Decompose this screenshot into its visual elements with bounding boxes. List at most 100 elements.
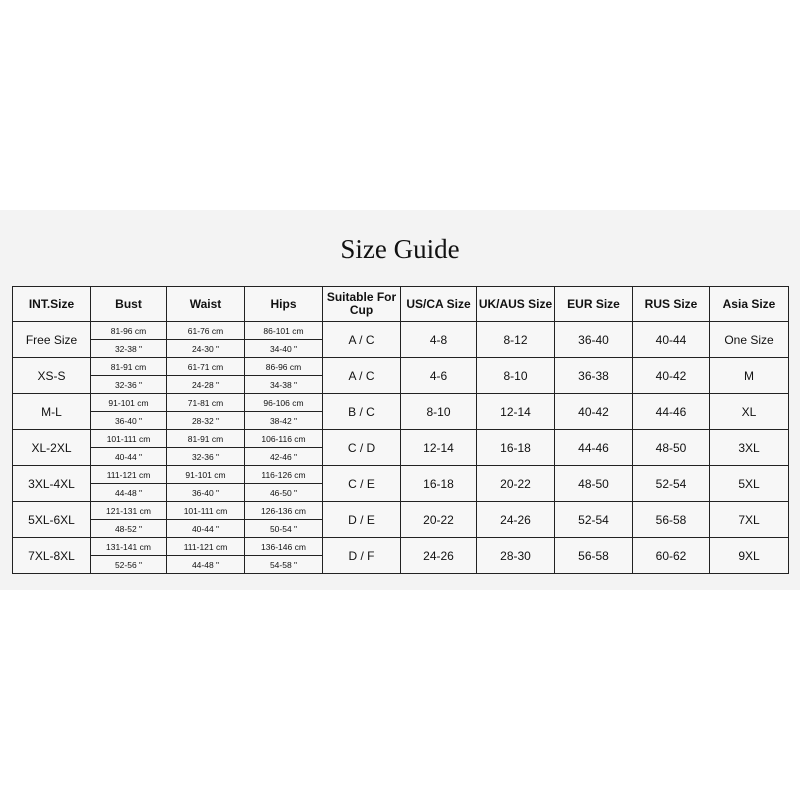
rus-size-cell: 40-44 — [632, 321, 710, 358]
cup-cell: D / E — [322, 501, 401, 538]
int-size-cell: Free Size — [12, 321, 91, 358]
hips-cm-cell: 106-116 cm — [244, 429, 323, 448]
waist-cm-cell: 91-101 cm — [166, 465, 245, 484]
table-row: 7XL-8XL 131-141 cm 111-121 cm 136-146 cm D /… — [12, 537, 789, 574]
us-size-cell: 4-8 — [400, 321, 477, 358]
uk-size-cell: 20-22 — [476, 465, 555, 502]
hips-in-cell: 50-54 " — [244, 519, 323, 538]
table-row-inches: 52-56 " 44-48 " 54-58 " — [13, 555, 789, 574]
hips-in-cell: 38-42 " — [244, 411, 323, 430]
hips-in-cell: 46-50 " — [244, 483, 323, 502]
header-row: INT.Size Bust Waist Hips Suitable For Cup US/… — [12, 286, 789, 322]
bust-cm-cell: 101-111 cm — [90, 429, 167, 448]
bust-cm-cell: 111-121 cm — [90, 465, 167, 484]
uk-size-cell: 12-14 — [476, 393, 555, 430]
bust-in-cell: 40-44 " — [90, 447, 167, 466]
eur-size-cell: 48-50 — [554, 465, 633, 502]
rus-size-cell: 44-46 — [632, 393, 710, 430]
waist-in-cell: 36-40 " — [166, 483, 245, 502]
bust-cm-cell: 81-91 cm — [90, 357, 167, 376]
waist-cm-cell: 71-81 cm — [166, 393, 245, 412]
hips-cm-cell: 86-101 cm — [244, 321, 323, 340]
uk-size-cell: 28-30 — [476, 537, 555, 574]
bust-in-cell: 44-48 " — [90, 483, 167, 502]
eur-size-cell: 36-38 — [554, 357, 633, 394]
asia-size-cell: 7XL — [709, 501, 789, 538]
eur-size-cell: 36-40 — [554, 321, 633, 358]
table-row-inches: 44-48 " 36-40 " 46-50 " — [13, 483, 789, 502]
table-row: XS-S 81-91 cm 61-71 cm 86-96 cm A / C 4-6 8-10… — [12, 357, 789, 394]
us-size-cell: 20-22 — [400, 501, 477, 538]
int-size-cell: M-L — [12, 393, 91, 430]
cup-cell: C / E — [322, 465, 401, 502]
table-row-inches: 32-38 " 24-30 " 34-40 " — [13, 339, 789, 358]
cup-cell: C / D — [322, 429, 401, 466]
uk-size-cell: 24-26 — [476, 501, 555, 538]
int-size-cell: XL-2XL — [12, 429, 91, 466]
asia-size-cell: XL — [709, 393, 789, 430]
hips-cm-cell: 96-106 cm — [244, 393, 323, 412]
hips-in-cell: 54-58 " — [244, 555, 323, 574]
hips-cm-cell: 126-136 cm — [244, 501, 323, 520]
uk-size-cell: 8-10 — [476, 357, 555, 394]
asia-size-cell: 5XL — [709, 465, 789, 502]
waist-cm-cell: 111-121 cm — [166, 537, 245, 556]
waist-in-cell: 28-32 " — [166, 411, 245, 430]
asia-size-cell: M — [709, 357, 789, 394]
waist-cm-cell: 101-111 cm — [166, 501, 245, 520]
hips-cm-cell: 136-146 cm — [244, 537, 323, 556]
cup-cell: A / C — [322, 321, 401, 358]
bust-in-cell: 52-56 " — [90, 555, 167, 574]
column-header: EUR Size — [554, 286, 633, 322]
rus-size-cell: 56-58 — [632, 501, 710, 538]
uk-size-cell: 8-12 — [476, 321, 555, 358]
waist-in-cell: 32-36 " — [166, 447, 245, 466]
us-size-cell: 12-14 — [400, 429, 477, 466]
us-size-cell: 8-10 — [400, 393, 477, 430]
uk-size-cell: 16-18 — [476, 429, 555, 466]
eur-size-cell: 44-46 — [554, 429, 633, 466]
bust-in-cell: 32-36 " — [90, 375, 167, 394]
waist-cm-cell: 61-76 cm — [166, 321, 245, 340]
cup-cell: A / C — [322, 357, 401, 394]
bust-cm-cell: 81-96 cm — [90, 321, 167, 340]
us-size-cell: 4-6 — [400, 357, 477, 394]
rus-size-cell: 52-54 — [632, 465, 710, 502]
table-row-inches: 36-40 " 28-32 " 38-42 " — [13, 411, 789, 430]
column-header: Waist — [166, 286, 245, 322]
table-row: 5XL-6XL 121-131 cm 101-111 cm 126-136 cm D /… — [12, 501, 789, 538]
column-header: Suitable For Cup — [322, 286, 401, 322]
rus-size-cell: 48-50 — [632, 429, 710, 466]
bust-cm-cell: 91-101 cm — [90, 393, 167, 412]
column-header: Hips — [244, 286, 323, 322]
rus-size-cell: 60-62 — [632, 537, 710, 574]
size-table: INT.Size Bust Waist Hips Suitable For Cup US/… — [12, 286, 789, 574]
waist-in-cell: 40-44 " — [166, 519, 245, 538]
asia-size-cell: One Size — [709, 321, 789, 358]
waist-cm-cell: 81-91 cm — [166, 429, 245, 448]
int-size-cell: 3XL-4XL — [12, 465, 91, 502]
eur-size-cell: 40-42 — [554, 393, 633, 430]
eur-size-cell: 56-58 — [554, 537, 633, 574]
table-row: 3XL-4XL 111-121 cm 91-101 cm 116-126 cm C / … — [12, 465, 789, 502]
column-header: RUS Size — [632, 286, 710, 322]
cup-cell: D / F — [322, 537, 401, 574]
column-header: US/CA Size — [400, 286, 477, 322]
int-size-cell: 5XL-6XL — [12, 501, 91, 538]
bust-in-cell: 32-38 " — [90, 339, 167, 358]
rus-size-cell: 40-42 — [632, 357, 710, 394]
eur-size-cell: 52-54 — [554, 501, 633, 538]
bust-cm-cell: 121-131 cm — [90, 501, 167, 520]
waist-in-cell: 44-48 " — [166, 555, 245, 574]
cup-cell: B / C — [322, 393, 401, 430]
column-header: Asia Size — [709, 286, 789, 322]
table-row-inches: 48-52 " 40-44 " 50-54 " — [13, 519, 789, 538]
waist-in-cell: 24-30 " — [166, 339, 245, 358]
hips-in-cell: 34-38 " — [244, 375, 323, 394]
bust-in-cell: 36-40 " — [90, 411, 167, 430]
bust-cm-cell: 131-141 cm — [90, 537, 167, 556]
hips-in-cell: 42-46 " — [244, 447, 323, 466]
hips-in-cell: 34-40 " — [244, 339, 323, 358]
waist-in-cell: 24-28 " — [166, 375, 245, 394]
